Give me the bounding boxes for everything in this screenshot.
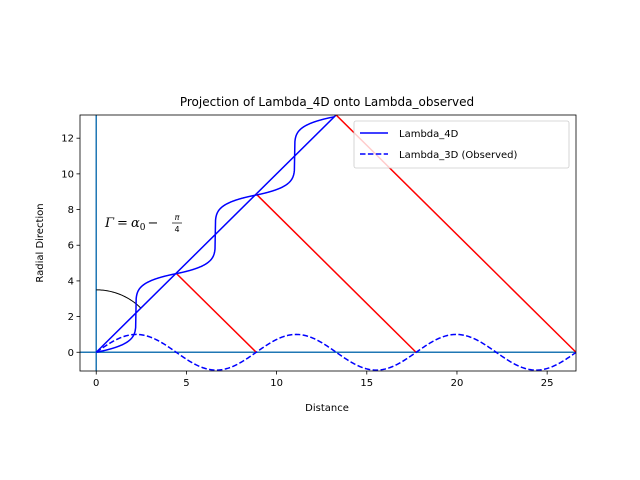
x-axis-label: Distance <box>305 403 349 414</box>
x-tick-label: 0 <box>93 378 99 389</box>
alpha-symbol: α <box>131 216 140 231</box>
x-tick-label: 15 <box>360 378 373 389</box>
y-tick-label: 2 <box>68 312 74 323</box>
y-tick-label: 10 <box>61 169 74 180</box>
x-tick-label: 20 <box>451 378 464 389</box>
four-denominator: 4 <box>174 225 179 234</box>
series-lambda-3d <box>95 333 576 371</box>
angle-arc <box>96 289 142 309</box>
x-tick-label: 5 <box>183 378 189 389</box>
series-lambda-4d <box>96 116 335 354</box>
legend-label-lambda-4d: Lambda_4D <box>399 129 459 140</box>
y-tick-label: 0 <box>68 348 74 359</box>
projection-line-2 <box>255 193 417 353</box>
gamma-symbol: Γ <box>104 216 115 231</box>
equals-sign: = <box>117 216 128 231</box>
legend-label-lambda-3d: Lambda_3D (Observed) <box>399 150 518 161</box>
y-tick-label: 6 <box>68 241 74 252</box>
x-tick-label: 10 <box>270 378 283 389</box>
alpha-subscript: 0 <box>140 223 146 233</box>
y-axis-label: Radial Direction <box>35 203 46 282</box>
legend-box <box>353 120 570 169</box>
projection-line-1 <box>175 272 257 353</box>
pi-numerator: π <box>175 213 180 222</box>
minus-sign: − <box>147 216 158 231</box>
gamma-annotation: Γ = α0− <box>104 216 158 233</box>
y-axis-ticks: 0 2 4 6 8 10 12 <box>61 134 80 359</box>
y-tick-label: 4 <box>68 276 74 287</box>
legend: Lambda_4D Lambda_3D (Observed) <box>353 120 570 169</box>
x-tick-label: 25 <box>541 378 554 389</box>
chart-title: Projection of Lambda_4D onto Lambda_obse… <box>180 95 474 109</box>
x-axis-ticks: 0 5 10 15 20 25 <box>93 371 554 389</box>
y-tick-label: 8 <box>68 205 74 216</box>
axes-frame <box>79 114 577 372</box>
plot-area <box>80 115 576 371</box>
y-tick-label: 12 <box>61 134 74 145</box>
